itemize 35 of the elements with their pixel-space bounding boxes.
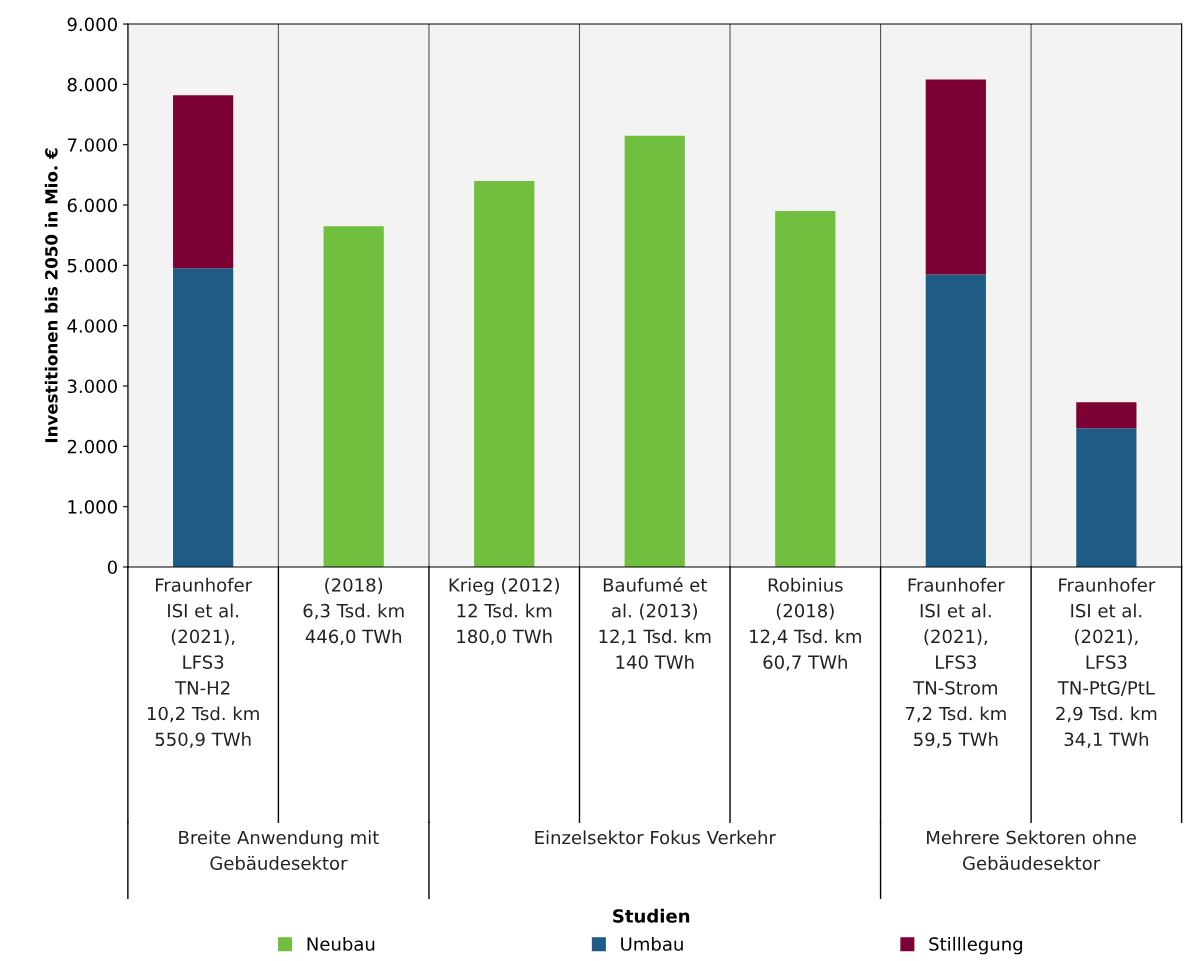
y-tick-label: 1.000 — [68, 500, 117, 514]
bar — [323, 226, 384, 567]
legend-label: Stilllegung — [929, 936, 1023, 955]
x-tick-label: (2018) 6,3 Tsd. km 446,0 TWh — [303, 577, 404, 646]
bar — [173, 95, 234, 269]
x-tick-label: Krieg (2012) 12 Tsd. km 180,0 TWh — [449, 577, 559, 646]
y-tick-label: 8.000 — [67, 77, 117, 92]
bar — [474, 180, 535, 567]
legend-label: Umbau — [621, 936, 683, 951]
y-axis-title: Investitionen bis 2050 in Mio. € — [44, 148, 58, 443]
bar — [1076, 428, 1137, 567]
y-tick-label: 6.000 — [67, 198, 117, 213]
y-tick-label: 2.000 — [67, 439, 117, 454]
y-tick-label: 9.000 — [67, 17, 117, 32]
y-tick-label: 3.000 — [67, 379, 117, 394]
bar — [775, 211, 836, 567]
y-tick-label: 7.000 — [67, 138, 117, 152]
x-tick-label: Robinius (2018) 12,4 Tsd. km 60,7 TWh — [750, 577, 861, 671]
y-tick-label: 4.000 — [67, 319, 117, 333]
x-tick-label: Fraunhofer ISI et al. (2021), LFS3 TN-PtG/PtL 2,9 Tsd. km 34,1 TWh — [1056, 577, 1157, 748]
x-tick-label: Fraunhofer ISI et al. (2021), LFS3 TN-Strom 7,2 Tsd. km 59,5 TWh — [905, 577, 1006, 748]
text: Mehrere Sektoren ohne Gebäudesektor — [927, 830, 1136, 871]
y-tick-label: 5.000 — [67, 258, 117, 273]
y-tick-label: 0 — [107, 560, 117, 575]
bar — [925, 274, 986, 567]
bar — [173, 268, 234, 567]
text: Studien — [613, 908, 690, 923]
x-tick-label: Fraunhofer ISI et al. (2021), LFS3 TN-H2 10,2 Tsd. km 550,9 TWh — [147, 577, 259, 748]
bar — [925, 79, 986, 275]
bar — [624, 135, 685, 567]
legend-label: Neubau — [307, 936, 375, 951]
text: Breite Anwendung mit Gebäudesektor — [179, 830, 379, 871]
text: Einzelsektor Fokus Verkehr — [535, 830, 776, 845]
x-tick-label: Baufumé et al. (2013) 12,1 Tsd. km 140 TWh — [599, 577, 711, 669]
bar — [1076, 402, 1137, 429]
